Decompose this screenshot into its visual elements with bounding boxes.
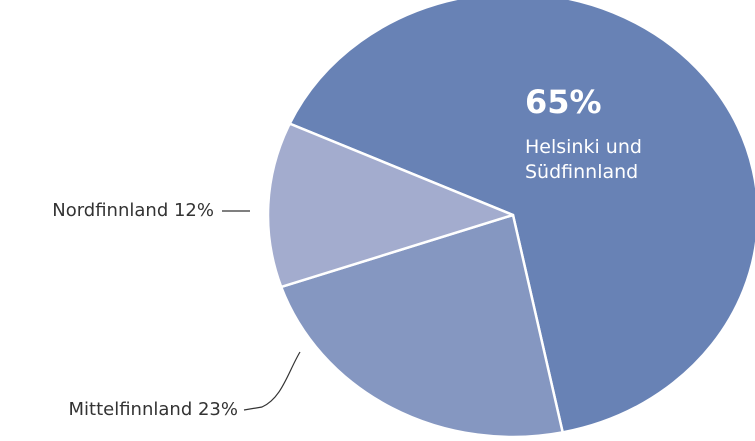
- category: Nordfinnland: [52, 200, 168, 221]
- slice-value-label: 65%: [525, 83, 602, 121]
- slice-label: Helsinki und Südfinnland: [525, 136, 642, 183]
- pie-slice: [288, 0, 755, 434]
- pie: [266, 0, 755, 439]
- leader-line: [243, 351, 301, 411]
- pie-slice: [279, 213, 564, 439]
- category: Mittelfinnland: [69, 399, 193, 420]
- pie-slice: [266, 122, 515, 289]
- value-label: 12%: [174, 200, 214, 221]
- label-line: Südfinnland: [525, 161, 638, 183]
- slice-label: Nordfinnland 12%: [52, 200, 214, 221]
- value-label: 23%: [198, 399, 238, 420]
- label-line: Helsinki und: [525, 136, 642, 158]
- slice-label: Mittelfinnland 23%: [69, 399, 239, 420]
